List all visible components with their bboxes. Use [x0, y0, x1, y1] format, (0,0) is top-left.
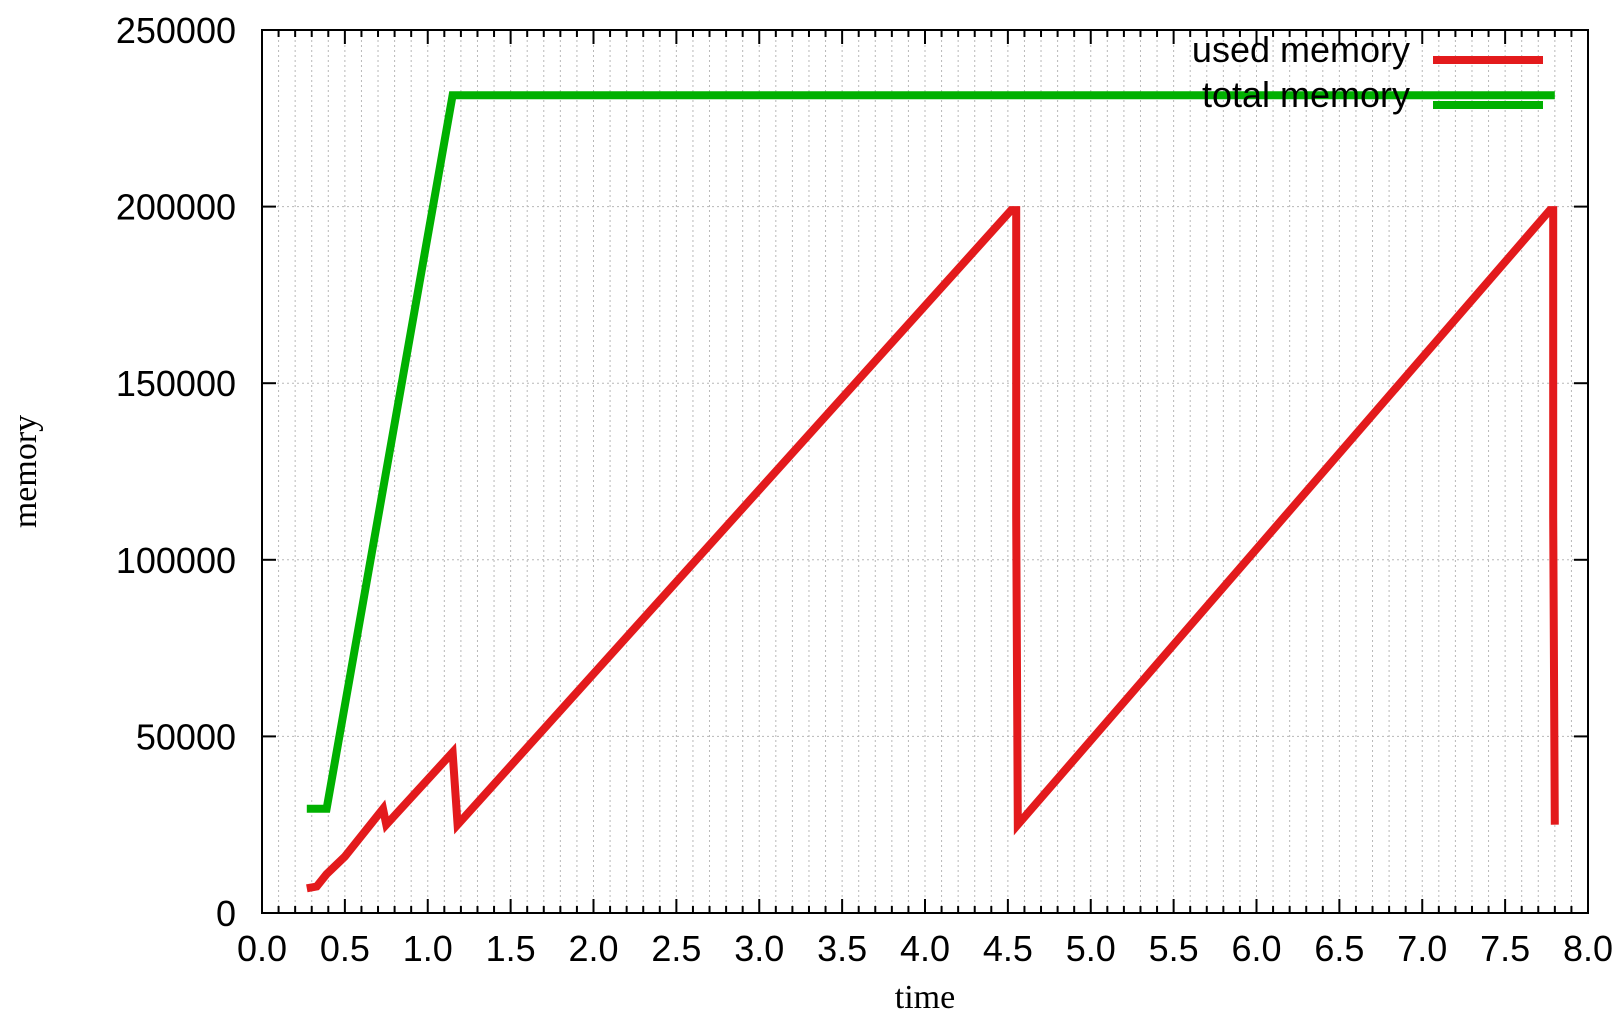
x-tick-label: 0.0	[237, 928, 287, 969]
series-line-total-memory	[306, 91, 1555, 813]
x-tick-label: 3.0	[734, 928, 784, 969]
legend-label-total-memory: total memory	[1202, 74, 1410, 115]
x-tick-label: 3.5	[817, 928, 867, 969]
x-tick-label: 1.5	[486, 928, 536, 969]
series-lines	[306, 91, 1559, 893]
x-axis-tick-labels: 0.0 0.5 1.0 1.5 2.0 2.5 3.0 3.5 4.0 4.5 5.0 5.5 6.0 6…	[237, 928, 1613, 969]
x-tick-label: 0.5	[320, 928, 370, 969]
y-tick-label: 150000	[116, 363, 236, 404]
x-tick-label: 1.0	[403, 928, 453, 969]
x-tick-label: 6.5	[1314, 928, 1364, 969]
x-tick-label: 4.5	[983, 928, 1033, 969]
x-axis-title: time	[895, 979, 955, 1016]
y-tick-label: 100000	[116, 540, 236, 581]
x-tick-label: 6.0	[1231, 928, 1281, 969]
x-tick-label: 2.0	[568, 928, 618, 969]
tick-marks	[261, 29, 1589, 914]
x-tick-label: 7.5	[1480, 928, 1530, 969]
y-tick-label: 250000	[116, 10, 236, 51]
y-tick-label: 50000	[136, 716, 236, 757]
x-tick-label: 7.0	[1397, 928, 1447, 969]
y-axis-tick-labels: 0 50000 100000 150000 200000 250000	[116, 10, 236, 934]
x-tick-label: 5.0	[1066, 928, 1116, 969]
series-line-used-memory	[306, 206, 1559, 893]
y-axis-title: memory	[7, 415, 44, 528]
x-tick-label: 5.5	[1149, 928, 1199, 969]
y-tick-label: 0	[216, 893, 236, 934]
y-tick-label: 200000	[116, 187, 236, 228]
x-tick-label: 8.0	[1563, 928, 1613, 969]
x-tick-label: 4.0	[900, 928, 950, 969]
legend-label-used-memory: used memory	[1192, 29, 1410, 70]
legend: used memory total memory	[1192, 29, 1543, 115]
x-tick-label: 2.5	[651, 928, 701, 969]
grid-lines	[262, 30, 1588, 913]
